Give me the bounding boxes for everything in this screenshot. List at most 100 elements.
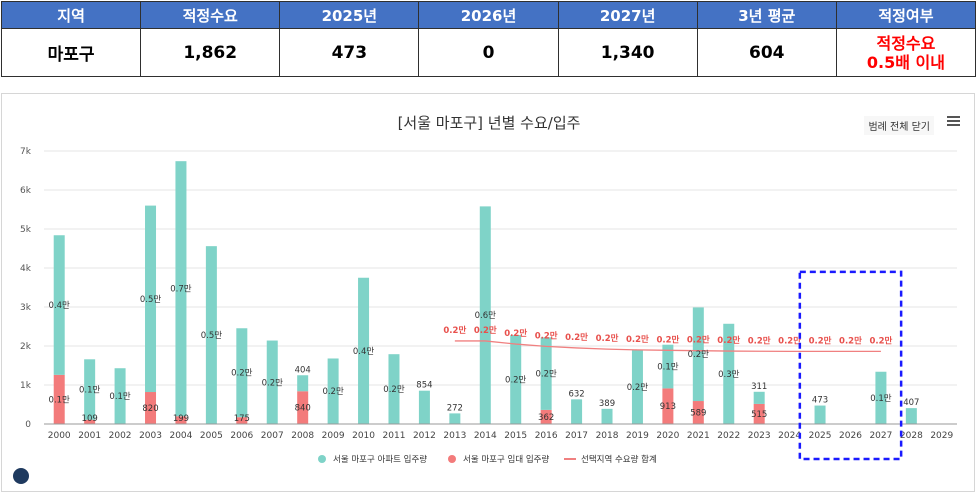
- x-axis-ticks: 2000 2001 2002 2003 2004 2005 2006 2007 2008 2009…: [44, 423, 957, 441]
- cell-adequate-demand: 1,862: [140, 28, 281, 77]
- rental-bar: [236, 417, 248, 424]
- apartment-bar: [297, 375, 309, 392]
- verdict-line-1: 적정수요: [876, 33, 936, 53]
- apartment-bar: [418, 390, 430, 424]
- rental-bar: [540, 409, 552, 424]
- apartment-bar: [175, 161, 187, 417]
- header-region: 지역: [0, 1, 142, 29]
- header-2027: 2027년: [557, 1, 698, 29]
- demand-sum-line: [454, 340, 881, 353]
- apartment-value-label: 0.7만: [170, 285, 192, 295]
- demand-value-label: 0.2만: [565, 332, 588, 343]
- apartment-bar: [875, 371, 887, 424]
- apartment-value-label: 0.4만: [49, 301, 71, 311]
- rental-value-label: 515: [751, 410, 767, 420]
- y-tick-label: 1k: [20, 381, 32, 391]
- rental-bar: [692, 401, 704, 424]
- rental-value-label: 840: [295, 404, 311, 414]
- apartment-value-label: 0.1만: [870, 394, 892, 404]
- apartment-bar: [540, 337, 552, 410]
- demand-value-label: 0.2만: [626, 334, 649, 345]
- apartment-bar: [510, 335, 522, 424]
- x-tick-label: 2017: [565, 431, 588, 441]
- apartment-value-label: 0.1만: [79, 386, 101, 396]
- apartment-bar: [53, 235, 65, 375]
- apartment-bar: [449, 413, 461, 424]
- rental-value-label: 913: [660, 402, 676, 412]
- header-2026: 2026년: [418, 1, 559, 29]
- apartment-value-label: 854: [416, 381, 432, 391]
- demand-value-label: 0.2만: [748, 335, 771, 346]
- rental-value-label: 175: [234, 414, 250, 424]
- x-tick-label: 2021: [687, 431, 710, 441]
- highlight-rectangle: [798, 270, 903, 461]
- apartment-value-label: 0.2만: [383, 385, 405, 395]
- bars: [53, 161, 917, 424]
- chart-legend[interactable]: 서울 마포구 아파트 입주량 서울 마포구 임대 입주량 선택지역 수요량 합계: [318, 454, 657, 465]
- rental-value-label: 589: [690, 409, 706, 419]
- chart-svg: 0 1k 2k 3k 4k 5k 6k 7k 0.4만 0.1만 0.1만 109 0.1만 0.5만 8…: [20, 147, 957, 465]
- demand-value-label: 0.2만: [717, 335, 740, 346]
- x-tick-label: 2015: [504, 431, 527, 441]
- x-tick-label: 2000: [48, 431, 71, 441]
- apartment-bar: [327, 358, 339, 424]
- apartment-value-label: 0.2만: [688, 350, 710, 360]
- x-tick-label: 2012: [413, 431, 436, 441]
- verdict-line-2: 0.5배 이내: [866, 52, 945, 72]
- apartment-bar: [84, 359, 96, 420]
- header-adequacy: 적정여부: [835, 1, 977, 29]
- demand-value-label: 0.2만: [656, 334, 679, 345]
- apartment-value-label: 0.2만: [262, 378, 284, 388]
- x-tick-label: 2001: [78, 431, 101, 441]
- data-labels: 0.4만 0.1만 0.1만 109 0.1만 0.5만 820 0.7만 199 0.5만 0.2…: [49, 285, 920, 424]
- chart-title: [서울 마포구] 년별 수요/입주: [397, 114, 581, 132]
- demand-line: [454, 340, 881, 353]
- x-tick-label: 2010: [352, 431, 375, 441]
- legend-toggle-button[interactable]: 범례 전체 닫기: [864, 116, 934, 135]
- home-logo-icon[interactable]: [13, 468, 29, 484]
- rental-value-label: 0.1만: [49, 395, 71, 405]
- apartment-bar: [631, 349, 643, 424]
- x-tick-label: 2007: [261, 431, 284, 441]
- apartment-value-label: 0.2만: [535, 370, 557, 380]
- demand-value-label: 0.2만: [809, 335, 832, 346]
- apartment-value-label: 0.2만: [505, 376, 527, 386]
- x-tick-label: 2019: [626, 431, 649, 441]
- highlight-box: [798, 270, 903, 461]
- apartment-bar: [114, 368, 126, 424]
- y-tick-label: 7k: [20, 147, 32, 157]
- apartment-bar: [236, 328, 248, 418]
- chart-panel: [서울 마포구] 년별 수요/입주 범례 전체 닫기 0 1k 2k 3k 4k 5k 6k…: [1, 93, 975, 492]
- cell-region: 마포구: [0, 28, 142, 77]
- y-tick-label: 4k: [20, 264, 32, 274]
- cell-adequacy: 적정수요 0.5배 이내: [835, 28, 977, 77]
- apartment-bar: [601, 408, 613, 424]
- rental-value-label: 820: [142, 404, 158, 414]
- legend-label: 서울 마포구 임대 입주량: [463, 454, 549, 465]
- x-tick-label: 2009: [322, 431, 345, 441]
- x-tick-label: 2024: [778, 431, 801, 441]
- apartment-value-label: 0.6만: [475, 311, 497, 321]
- demand-value-label: 0.2만: [443, 325, 466, 336]
- x-tick-label: 2013: [443, 431, 466, 441]
- x-tick-label: 2006: [230, 431, 253, 441]
- header-2025: 2025년: [279, 1, 420, 29]
- x-tick-label: 2003: [139, 431, 162, 441]
- x-tick-label: 2002: [109, 431, 132, 441]
- x-tick-label: 2027: [869, 431, 892, 441]
- y-tick-label: 6k: [20, 186, 32, 196]
- x-tick-label: 2026: [839, 431, 862, 441]
- rental-value-label: 109: [82, 414, 98, 424]
- y-tick-label: 0: [25, 420, 31, 430]
- apartment-bar: [692, 307, 704, 402]
- cell-2026: 0: [418, 28, 559, 77]
- x-tick-label: 2018: [596, 431, 619, 441]
- legend-marker: [318, 455, 326, 463]
- x-tick-label: 2028: [900, 431, 923, 441]
- y-tick-label: 5k: [20, 225, 32, 235]
- apartment-value-label: 0.5만: [201, 331, 223, 341]
- supply-demand-summary-table: 지역 적정수요 2025년 2026년 2027년 3년 평균 적정여부 마포구…: [0, 1, 977, 77]
- hamburger-menu-icon[interactable]: [947, 116, 960, 126]
- cell-2027: 1,340: [557, 28, 698, 77]
- x-tick-label: 2029: [930, 431, 953, 441]
